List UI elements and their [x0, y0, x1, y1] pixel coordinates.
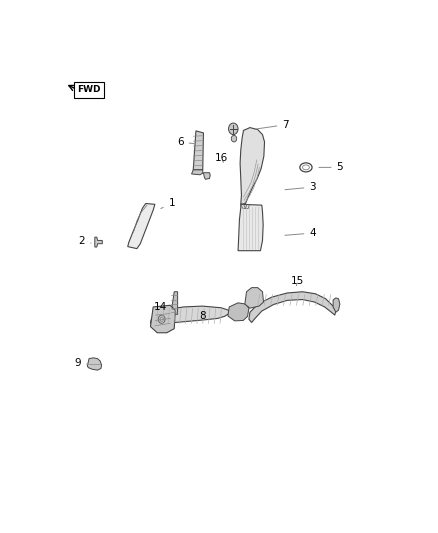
Polygon shape: [191, 170, 203, 175]
Text: 8: 8: [199, 311, 206, 321]
Text: 1: 1: [161, 198, 175, 208]
Text: 2: 2: [78, 236, 91, 246]
Polygon shape: [95, 237, 102, 247]
Circle shape: [231, 135, 237, 142]
Polygon shape: [249, 292, 336, 322]
Text: 7: 7: [254, 120, 289, 130]
Text: 3: 3: [285, 182, 316, 192]
Circle shape: [229, 123, 238, 134]
Text: 16: 16: [215, 152, 228, 163]
Text: 15: 15: [291, 277, 304, 286]
Polygon shape: [240, 127, 265, 204]
Polygon shape: [128, 204, 155, 248]
Text: FWD: FWD: [77, 85, 100, 94]
Polygon shape: [333, 298, 340, 312]
FancyBboxPatch shape: [74, 82, 104, 98]
Text: 6: 6: [177, 137, 194, 147]
Polygon shape: [193, 131, 203, 170]
Text: 5: 5: [319, 163, 343, 172]
Text: 9: 9: [74, 358, 88, 368]
Polygon shape: [245, 288, 264, 308]
Polygon shape: [228, 303, 249, 321]
Text: 14: 14: [153, 302, 173, 312]
Polygon shape: [171, 292, 178, 314]
Polygon shape: [151, 306, 229, 327]
Polygon shape: [87, 358, 102, 370]
Polygon shape: [203, 173, 210, 179]
Polygon shape: [238, 204, 263, 251]
Polygon shape: [151, 305, 175, 333]
Text: 4: 4: [285, 228, 316, 238]
